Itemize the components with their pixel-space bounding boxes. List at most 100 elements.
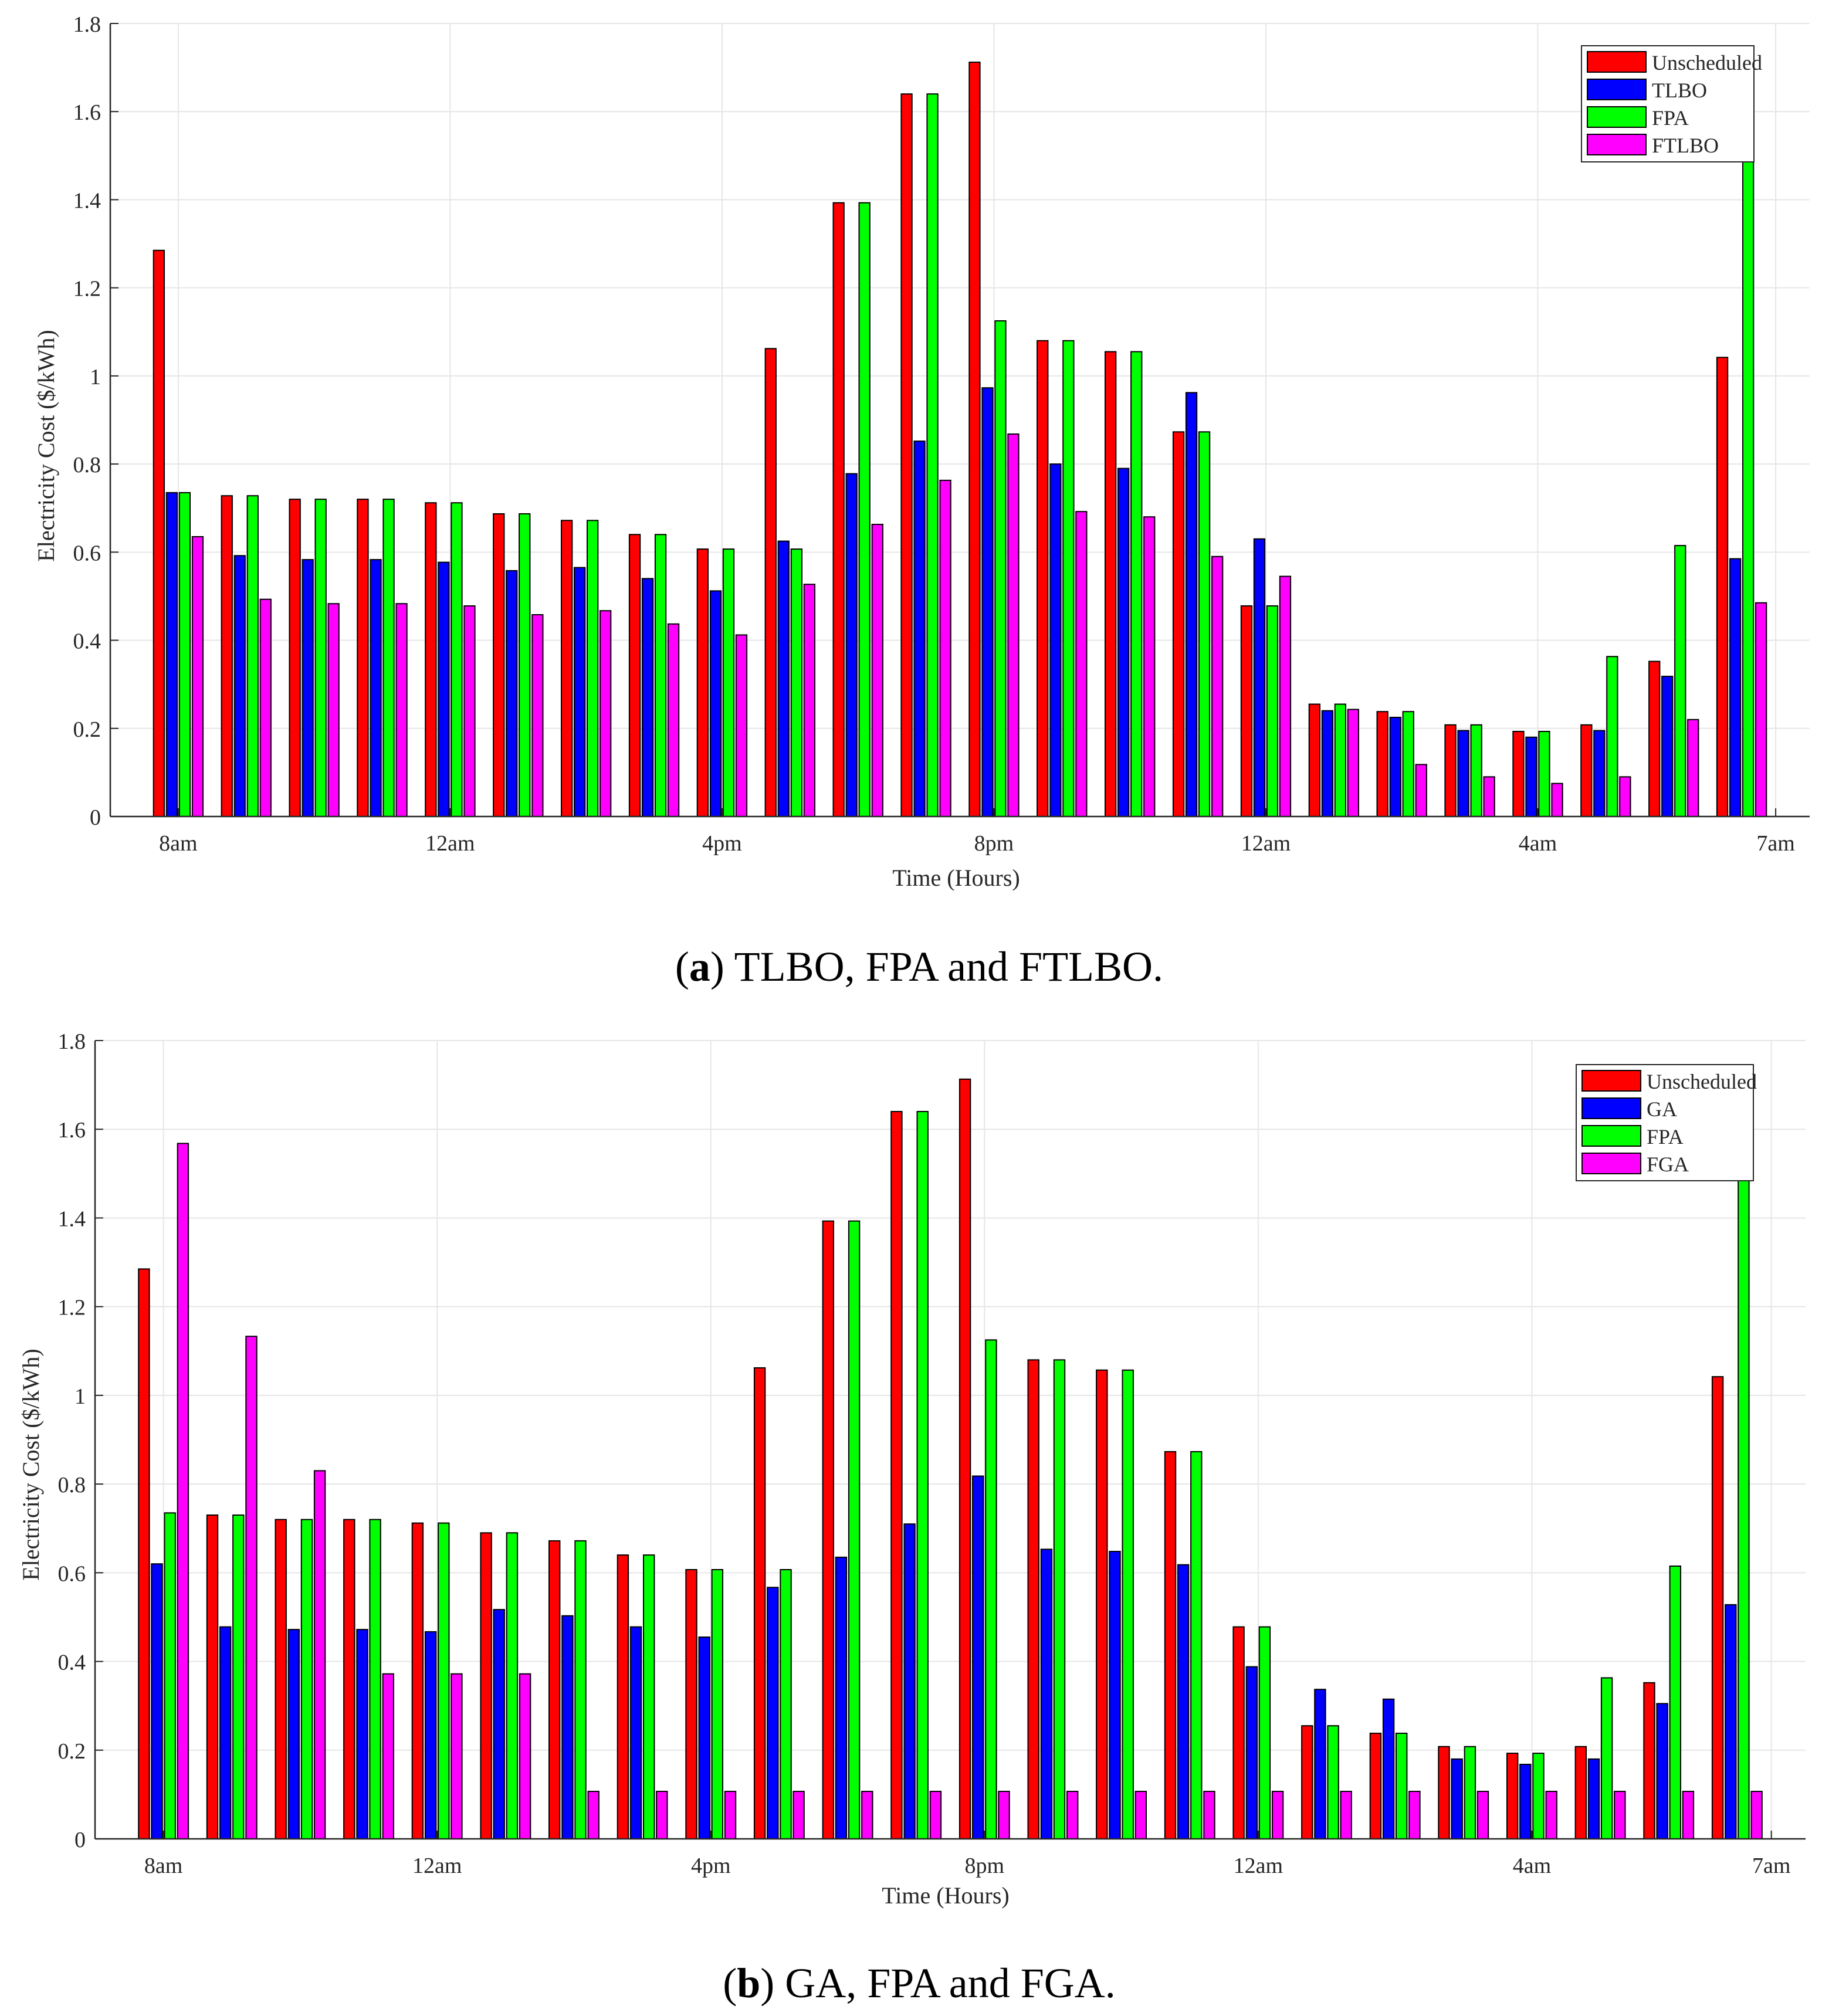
bar-unscheduled-17 bbox=[1232, 1626, 1245, 1840]
bar-ga-20 bbox=[1451, 1758, 1463, 1839]
y-tick-label: 1.6 bbox=[73, 100, 101, 125]
bar-fpa-7 bbox=[574, 1540, 587, 1839]
bar-unscheduled-11 bbox=[822, 1220, 834, 1839]
bar-fpa-19 bbox=[1396, 1733, 1408, 1839]
bar-ga-14 bbox=[1040, 1549, 1053, 1840]
bar-ftlbo-6 bbox=[531, 614, 544, 817]
bar-ftlbo-1 bbox=[191, 536, 204, 817]
bar-ga-16 bbox=[1177, 1564, 1190, 1839]
legend-label-fga: FGA bbox=[1647, 1153, 1689, 1176]
bar-tlbo-6 bbox=[506, 570, 518, 818]
bar-unscheduled-7 bbox=[548, 1540, 561, 1839]
bar-fpa-20 bbox=[1470, 724, 1482, 818]
legend-swatch-fpa bbox=[1587, 106, 1647, 128]
bar-ga-22 bbox=[1587, 1758, 1600, 1839]
bar-fpa-2 bbox=[246, 495, 259, 817]
y-tick-label: 0.4 bbox=[73, 629, 101, 654]
y-tick-label: 1.4 bbox=[73, 188, 101, 213]
y-tick-label: 1.8 bbox=[58, 1029, 86, 1054]
bar-unscheduled-16 bbox=[1172, 431, 1185, 817]
y-tick-label: 0.8 bbox=[58, 1473, 86, 1497]
y-tick-label: 1 bbox=[74, 1384, 86, 1409]
bar-unscheduled-2 bbox=[221, 495, 233, 817]
bar-tlbo-13 bbox=[981, 387, 994, 817]
bar-unscheduled-1 bbox=[153, 249, 165, 817]
legend-a: Unscheduled TLBO FPA FTLBO bbox=[1581, 45, 1762, 162]
x-tick-label: 7am bbox=[1756, 831, 1794, 856]
bar-ftlbo-23 bbox=[1687, 719, 1699, 818]
y-tick-label: 1.4 bbox=[58, 1207, 86, 1231]
legend-swatch-unscheduled bbox=[1587, 51, 1647, 73]
chart-panel-b: 0 0.2 0.4 0.6 0.8 1 1.2 1.4 1.6 1.8 8am 12am 4pm 8pm… bbox=[18, 1029, 1806, 2007]
bar-fga-18 bbox=[1340, 1791, 1352, 1840]
bar-fpa-6 bbox=[506, 1532, 519, 1840]
bar-unscheduled-15 bbox=[1105, 351, 1117, 817]
bar-tlbo-16 bbox=[1185, 392, 1198, 817]
bar-ftlbo-13 bbox=[1007, 433, 1020, 817]
chart-panel-a: 0 0.2 0.4 0.6 0.8 1 1.2 1.4 1.6 1.8 8am 12am 4pm 8pm… bbox=[33, 12, 1810, 990]
bar-fga-20 bbox=[1476, 1791, 1489, 1840]
bar-ga-12 bbox=[903, 1523, 916, 1839]
bar-unscheduled-3 bbox=[289, 499, 301, 817]
bar-fpa-20 bbox=[1464, 1746, 1476, 1839]
bar-tlbo-9 bbox=[709, 590, 722, 818]
bar-ftlbo-20 bbox=[1483, 776, 1495, 818]
axes-a bbox=[109, 23, 1810, 818]
caption-text-b: GA, FPA and FGA. bbox=[785, 1960, 1115, 2007]
bar-fga-11 bbox=[861, 1791, 873, 1840]
y-tick-label: 0.6 bbox=[58, 1561, 86, 1586]
bar-fpa-4 bbox=[382, 499, 395, 817]
bar-fpa-11 bbox=[858, 202, 871, 818]
bar-fpa-4 bbox=[369, 1519, 381, 1840]
bar-unscheduled-22 bbox=[1580, 724, 1593, 818]
bar-unscheduled-10 bbox=[764, 348, 777, 817]
bar-tlbo-1 bbox=[165, 492, 178, 817]
bar-fpa-24 bbox=[1742, 155, 1755, 817]
bar-fpa-12 bbox=[926, 93, 939, 818]
legend-label-unscheduled: Unscheduled bbox=[1652, 51, 1762, 74]
bar-tlbo-3 bbox=[302, 559, 314, 817]
bar-fga-5 bbox=[451, 1673, 463, 1839]
bar-fga-24 bbox=[1750, 1791, 1763, 1840]
bar-fpa-18 bbox=[1334, 703, 1346, 817]
axes-b bbox=[94, 1040, 1806, 1840]
caption-label-a: a bbox=[689, 943, 710, 990]
bar-ftlbo-10 bbox=[803, 584, 815, 817]
bar-fpa-5 bbox=[451, 502, 463, 817]
bar-fga-13 bbox=[998, 1791, 1010, 1840]
bar-fga-15 bbox=[1134, 1791, 1147, 1840]
bar-tlbo-8 bbox=[641, 578, 654, 818]
x-axis-label-b: Time (Hours) bbox=[882, 1882, 1009, 1909]
bar-ga-8 bbox=[629, 1626, 642, 1840]
bar-unscheduled-14 bbox=[1037, 340, 1049, 817]
bar-tlbo-18 bbox=[1321, 710, 1333, 817]
bar-fpa-17 bbox=[1266, 605, 1279, 817]
bar-tlbo-14 bbox=[1049, 463, 1062, 817]
bar-ftlbo-12 bbox=[939, 479, 951, 817]
grid-b bbox=[95, 1040, 1806, 1839]
bar-ftlbo-24 bbox=[1755, 602, 1767, 817]
y-tick-label: 1.2 bbox=[58, 1296, 86, 1320]
legend-swatch-fga bbox=[1581, 1153, 1641, 1174]
bar-unscheduled-6 bbox=[480, 1532, 492, 1840]
bar-fpa-2 bbox=[232, 1514, 245, 1839]
bar-unscheduled-5 bbox=[411, 1522, 424, 1840]
bar-fpa-24 bbox=[1738, 1173, 1750, 1839]
bar-fpa-23 bbox=[1674, 545, 1686, 817]
legend-label-ga: GA bbox=[1647, 1097, 1677, 1121]
bar-ftlbo-3 bbox=[327, 603, 340, 817]
bar-unscheduled-20 bbox=[1438, 1746, 1450, 1839]
legend-swatch-unscheduled bbox=[1581, 1070, 1641, 1092]
bar-ga-1 bbox=[151, 1563, 163, 1839]
bar-fpa-10 bbox=[790, 548, 802, 817]
bar-ga-17 bbox=[1245, 1666, 1258, 1840]
bar-fga-12 bbox=[929, 1791, 942, 1840]
x-tick-label: 8pm bbox=[974, 831, 1014, 856]
y-tick-label: 1.6 bbox=[58, 1118, 86, 1143]
x-tick-label: 12am bbox=[1234, 1854, 1283, 1878]
bar-unscheduled-14 bbox=[1027, 1359, 1039, 1839]
bar-unscheduled-8 bbox=[628, 534, 641, 817]
bar-fpa-22 bbox=[1606, 656, 1618, 818]
y-tick-labels-b: 0 0.2 0.4 0.6 0.8 1 1.2 1.4 1.6 1.8 bbox=[58, 1029, 86, 1852]
bar-fpa-1 bbox=[178, 492, 191, 817]
